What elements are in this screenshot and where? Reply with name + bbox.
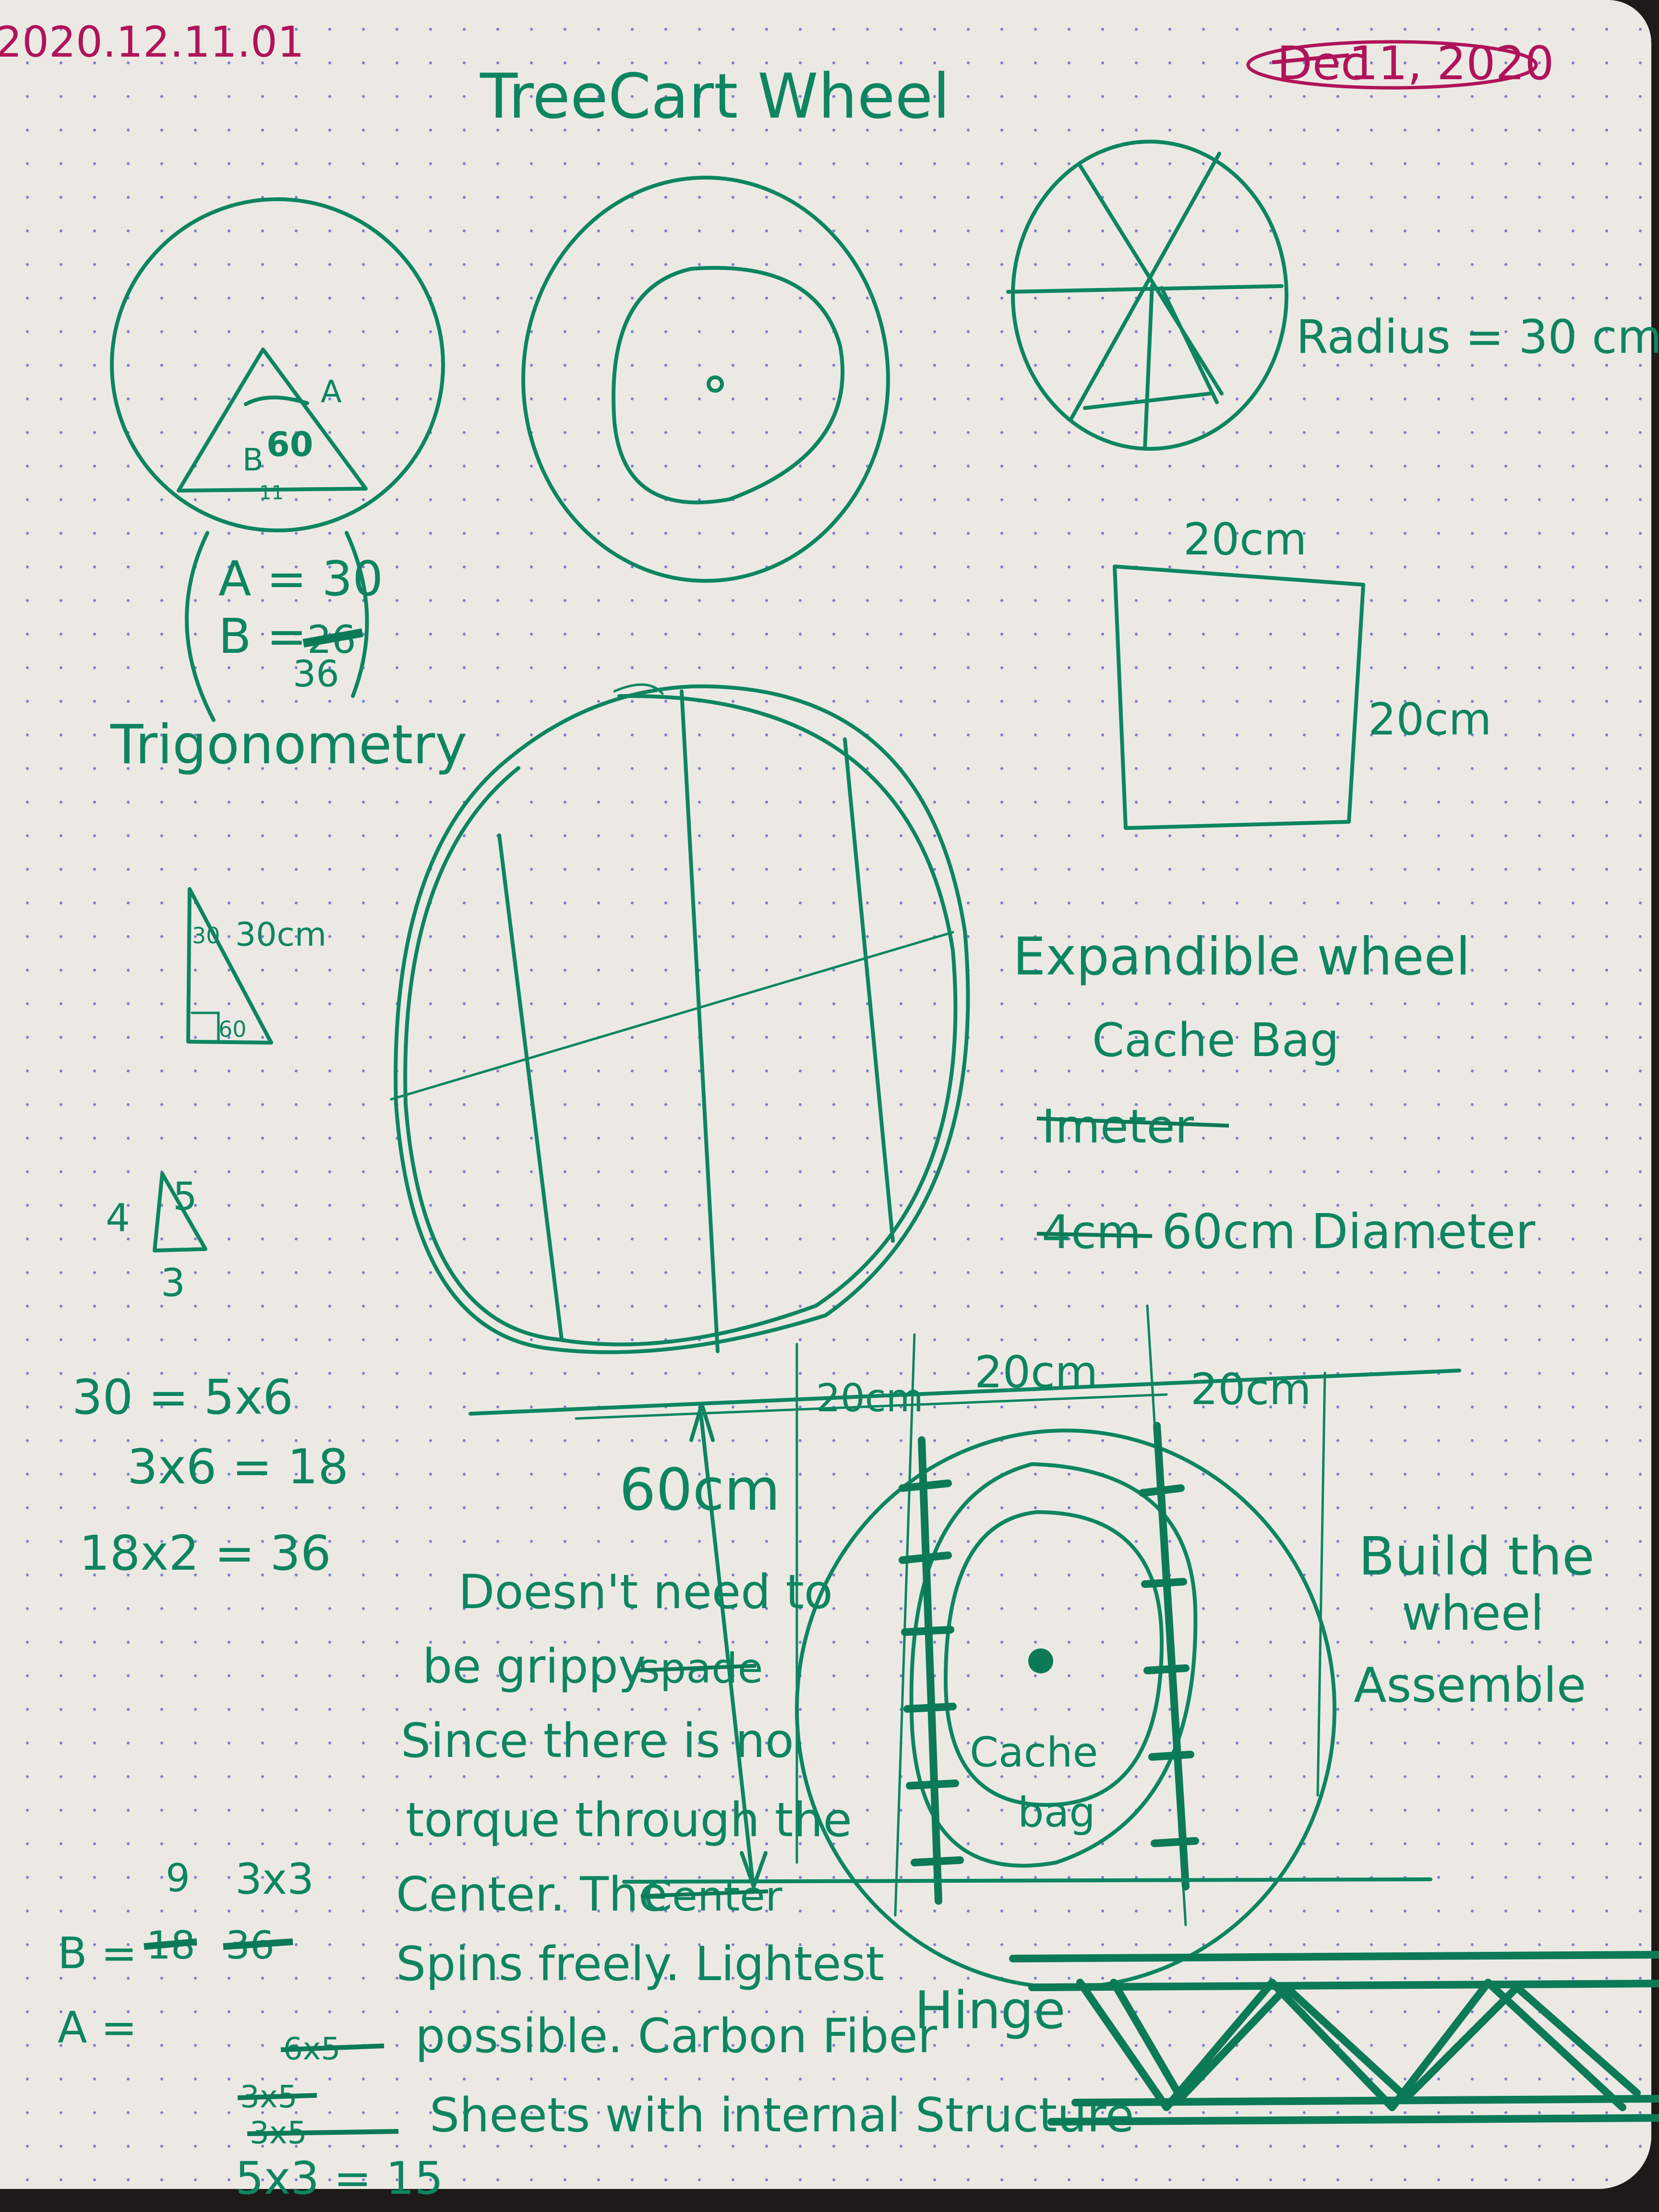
math-line-2: 3x6 = 18 bbox=[127, 1439, 349, 1495]
angle-equations: A = 30 B = 26 36 bbox=[185, 531, 383, 722]
bag-label: bag bbox=[1018, 1789, 1095, 1837]
small-tri-angle-bottom: 60 bbox=[218, 1016, 247, 1042]
bottom-calc: B = 9 18 36 3x3 A = 6x5 3x5 3x5 5x3 = 15 bbox=[58, 1854, 443, 2205]
cache-label: Cache bbox=[970, 1729, 1098, 1777]
paragraph-line-8: Sheets with internal Structure bbox=[430, 2088, 1134, 2143]
dim-right: 20cm bbox=[1190, 1364, 1311, 1415]
entry-id: 2020.12.11.01 bbox=[0, 17, 304, 67]
date-struck: Dec bbox=[1277, 36, 1366, 90]
expand-note-3-struck: Imeter bbox=[1042, 1100, 1194, 1154]
small-tri-side: 30cm bbox=[235, 916, 326, 954]
angle-label: 60 bbox=[266, 425, 313, 464]
square-side-label: 20cm bbox=[1368, 694, 1491, 745]
paragraph-line-4: torque through the bbox=[406, 1793, 852, 1848]
b-val: 3x3 bbox=[235, 1854, 314, 1904]
truss-structure-sketch bbox=[1009, 1951, 1659, 2126]
a-prefix: A = bbox=[58, 2003, 137, 2053]
calc-final: 5x3 = 15 bbox=[235, 2152, 443, 2205]
page-title: TreeCart Wheel bbox=[480, 61, 950, 132]
paragraph-line-1: Doesn't need to bbox=[458, 1565, 833, 1620]
tri-side-3: 3 bbox=[161, 1261, 185, 1305]
build-note-2: wheel bbox=[1402, 1585, 1544, 1641]
radius-label: Radius = 30 cm bbox=[1296, 310, 1659, 364]
date-text: 11, 2020 bbox=[1349, 36, 1554, 90]
equation-a: A = 30 bbox=[218, 551, 383, 607]
expand-note-1: Expandible wheel bbox=[1013, 927, 1470, 987]
expand-note-2: Cache Bag bbox=[1092, 1013, 1339, 1067]
paragraph-line-7: possible. Carbon Fiber bbox=[415, 2009, 938, 2064]
square-sketch: 20cm 20cm bbox=[1113, 514, 1491, 830]
large-wheel-sketch bbox=[390, 683, 970, 1354]
square-top-label: 20cm bbox=[1183, 514, 1307, 565]
dim-left: 20cm bbox=[816, 1376, 924, 1420]
tri-side-5: 5 bbox=[173, 1174, 197, 1219]
equation-b-value: 36 bbox=[293, 652, 339, 695]
paragraph-line-2: be grippy bbox=[422, 1639, 646, 1694]
small-triangle-sketch: 30 30cm 60 bbox=[186, 887, 326, 1045]
b-prefix: B = bbox=[58, 1928, 137, 1979]
right-triangle-345-sketch: 4 5 3 bbox=[106, 1172, 207, 1305]
build-note-3: Assemble bbox=[1354, 1657, 1586, 1713]
triangle-in-circle-sketch: A B 60 11 bbox=[110, 197, 445, 532]
height-label: 60cm bbox=[619, 1457, 781, 1524]
equation-b: B = bbox=[218, 608, 307, 664]
assembly-sketch: 60cm 20cm 20cm 20cm Cache bag bbox=[469, 1304, 1461, 1989]
spoked-wheel-sketch bbox=[1006, 140, 1288, 451]
tri-side-4: 4 bbox=[106, 1196, 130, 1240]
paragraph-line-6: Spins freely. Lightest bbox=[396, 1937, 884, 1992]
b-num-top: 9 bbox=[166, 1856, 190, 1900]
tick-label: 11 bbox=[259, 482, 284, 504]
paragraph-line-3: Since there is no bbox=[401, 1714, 794, 1768]
dim-mid: 20cm bbox=[974, 1346, 1098, 1398]
math-line-1: 30 = 5x6 bbox=[72, 1369, 293, 1425]
expand-note-4: 60cm Diameter bbox=[1162, 1203, 1536, 1260]
small-tri-angle-top: 30 bbox=[192, 923, 220, 949]
date-stamp: Dec 11, 2020 bbox=[1246, 36, 1554, 90]
build-note-1: Build the bbox=[1358, 1526, 1595, 1587]
math-line-3: 18x2 = 36 bbox=[79, 1525, 331, 1581]
label-b: B bbox=[242, 443, 264, 478]
concentric-wheel-sketch bbox=[521, 176, 890, 583]
label-a: A bbox=[321, 374, 342, 410]
paragraph-line-5: Center. The bbox=[396, 1867, 667, 1922]
trigonometry-label: Trigonometry bbox=[110, 714, 467, 776]
